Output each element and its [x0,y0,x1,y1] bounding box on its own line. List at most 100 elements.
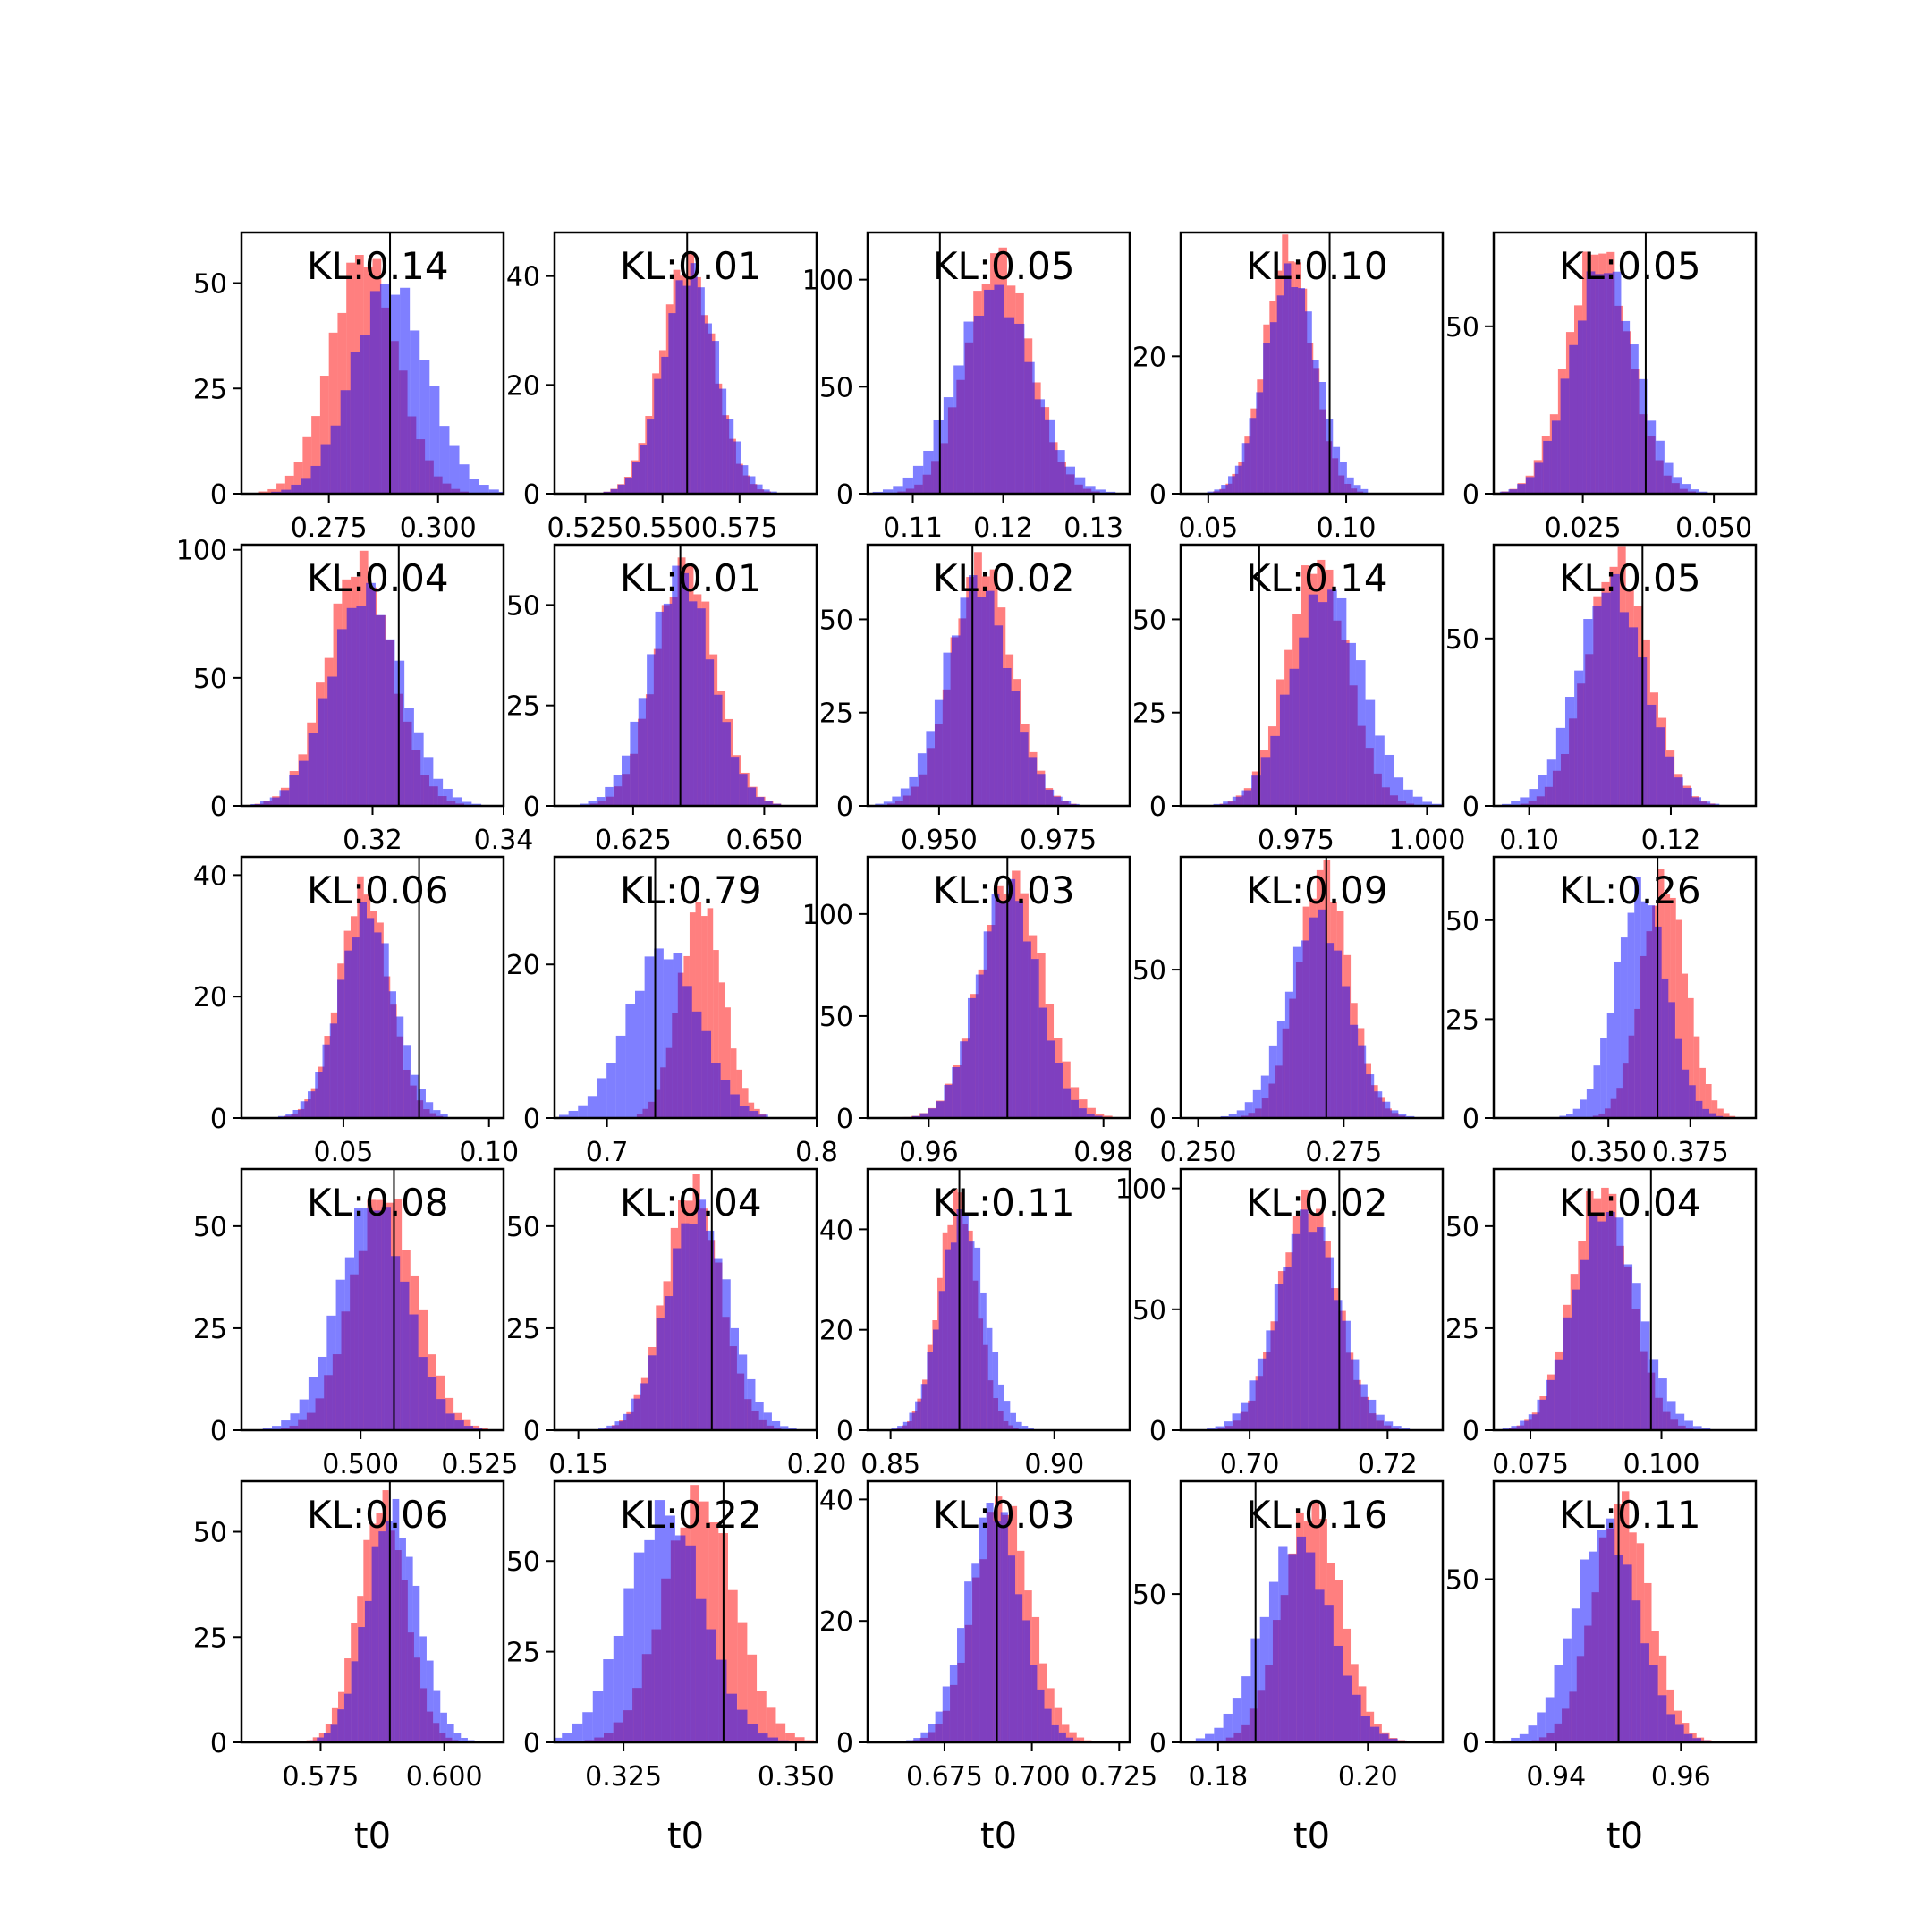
blue-bar [726,1693,737,1742]
blue-histogram [906,1503,1081,1742]
blue-bar [1661,978,1669,1118]
blue-bar [352,937,360,1118]
y-tick-label: 0 [523,1728,540,1759]
blue-bar [617,484,625,494]
blue-bar [893,486,903,494]
blue-histogram [242,582,491,806]
blue-bar [655,611,664,806]
blue-bar [763,1412,772,1430]
kl-annotation: KL:0.06 [307,1493,449,1537]
y-tick-label: 0 [1462,479,1479,511]
blue-bar [654,378,662,494]
y-tick-label: 50 [506,1546,540,1578]
y-tick-label: 0 [836,1104,853,1135]
blue-bar [1394,777,1404,806]
blue-bar [1701,801,1711,806]
y-tick-label: 50 [193,664,227,695]
blue-bar [739,774,748,806]
y-tick-label: 20 [819,1316,853,1347]
blue-bar [330,425,341,494]
blue-bar [1583,619,1593,806]
y-tick-label: 25 [819,699,853,730]
blue-bar [1308,594,1318,806]
blue-bar [1228,476,1235,494]
blue-bar [1365,699,1376,806]
blue-bar [674,1535,686,1742]
blue-histogram [555,1500,789,1742]
y-tick-label: 25 [1132,699,1166,730]
blue-bar [290,1413,300,1430]
blue-bar [440,1712,447,1742]
blue-bar [739,1106,750,1118]
blue-bar [419,1636,427,1742]
y-tick-label: 50 [819,372,853,403]
x-tick-label: 0.975 [1258,825,1335,856]
axes-frame [866,855,1131,1120]
blue-bar [1682,787,1692,806]
blue-bar [757,1733,768,1742]
blue-bar [1336,597,1347,806]
y-tick-label: 0 [523,792,540,823]
blue-bar [1648,905,1656,1118]
blue-bar [980,1292,987,1430]
y-tick-label: 0 [1462,1416,1479,1447]
blue-bar [1003,667,1012,806]
blue-bar [1078,1108,1087,1118]
blue-bar [1665,756,1674,806]
blue-bar [461,1737,468,1742]
blue-bar [733,441,741,494]
blue-bar [701,1030,712,1118]
blue-bar [1689,1085,1696,1118]
blue-bar [1375,735,1385,806]
blue-bar [909,1412,916,1430]
blue-bar [943,652,952,806]
y-tick-label: 50 [1132,605,1166,636]
blue-bar [346,607,357,806]
blue-bar [663,959,674,1118]
blue-bar [933,1329,939,1430]
blue-bar [572,1723,583,1742]
blue-histogram [598,1199,797,1430]
red-bar [747,1654,758,1742]
blue-bar [936,1101,945,1118]
axes-frame [240,1167,505,1432]
blue-bar [1543,440,1552,494]
blue-bar [1374,1091,1383,1118]
blue-bar [711,341,720,494]
x-tick-label: 0.350 [758,1761,835,1792]
blue-bar [426,1660,434,1742]
x-tick-label: 0.12 [973,513,1033,544]
panel-r2-c1: 0 50 100 0.32 0.34 KL:0.04 [176,536,534,856]
blue-bar [1684,1420,1693,1430]
panel-r4-c3: 0 20 40 0.85 0.90 KL:0.11 [819,1167,1131,1480]
blue-bar [366,582,376,806]
red-bar [748,1102,755,1118]
y-tick-label: 20 [819,1606,853,1638]
x-axis-label: t0 [1293,1816,1330,1857]
blue-bar [315,1072,323,1118]
y-tick-label: 50 [1132,1295,1166,1326]
blue-bar [780,1426,789,1430]
blue-bar [1390,1110,1399,1118]
blue-bar [1593,1065,1601,1118]
red-bar [319,376,329,494]
y-tick-label: 25 [193,1623,227,1654]
y-tick-label: 100 [802,266,853,297]
blue-bar [433,1690,441,1742]
blue-bar [951,635,961,806]
kl-annotation: KL:0.01 [620,556,762,600]
blue-bar [1063,1088,1072,1118]
blue-bar [351,1661,359,1742]
panel-r2-c4: 0 25 50 0.975 1.000 KL:0.14 [1132,543,1465,856]
blue-bar [1690,489,1699,494]
blue-bar [973,315,985,494]
blue-bar [1647,420,1657,494]
blue-bar [1221,485,1229,494]
blue-bar [1270,735,1280,806]
blue-bar [623,1588,634,1742]
red-bar [718,982,725,1118]
x-tick-label: 0.675 [906,1761,983,1792]
x-tick-label: 0.550 [624,513,701,544]
kl-annotation: KL:0.02 [1246,1181,1388,1224]
